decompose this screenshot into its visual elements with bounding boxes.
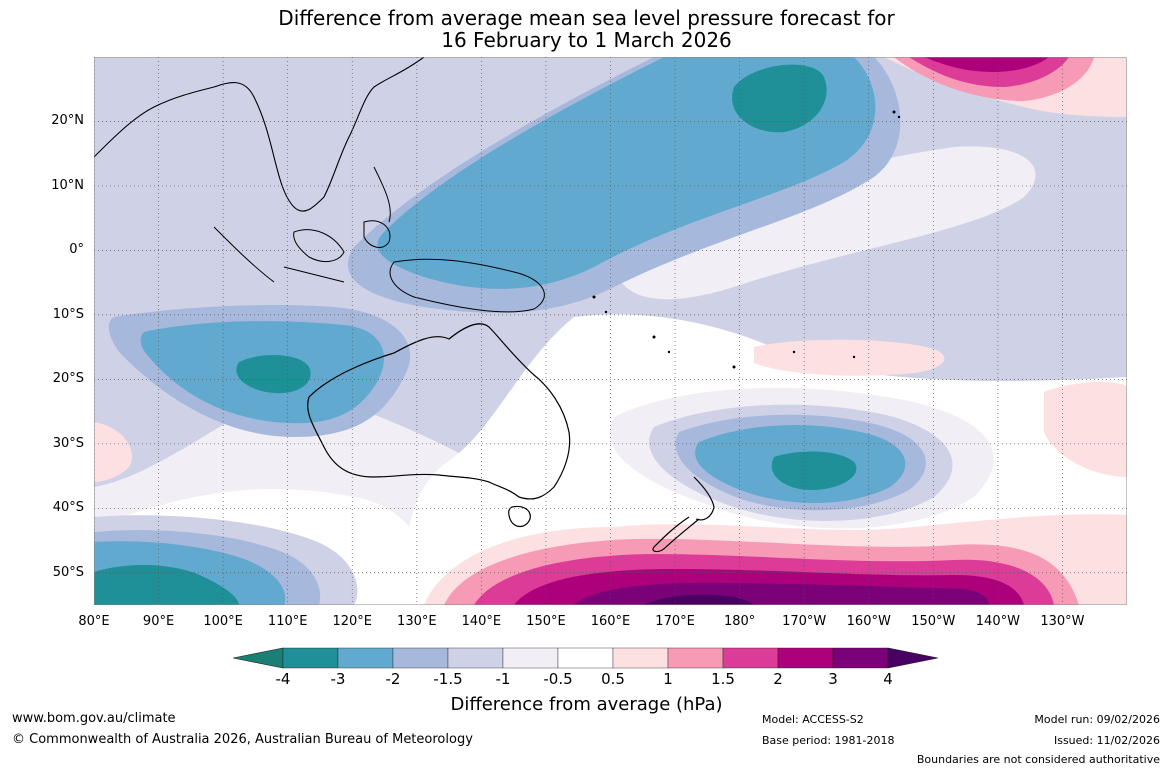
colorbar-tick-label: 1 (663, 670, 673, 688)
contour-weak-positive-west (94, 422, 133, 482)
longitude-label: 120°E (332, 614, 373, 629)
colorbar-segment (612, 647, 669, 669)
colorbar-tick-label: 0.5 (601, 670, 625, 688)
pressure-anomaly-map (94, 57, 1127, 605)
colorbar-tick-label: -1.5 (433, 670, 463, 688)
longitude-label: 80°E (78, 614, 110, 629)
colorbar-segment (282, 647, 339, 669)
website-link[interactable]: www.bom.gov.au/climate (12, 711, 176, 726)
contour-negative-tasman-3 (771, 451, 857, 491)
latitude-label: 10°N (51, 177, 84, 193)
longitude-label: 160°W (846, 614, 891, 629)
colorbar (233, 647, 939, 669)
tasmania-outline (508, 505, 531, 528)
colorbar-tick-label: -3 (330, 670, 346, 688)
model-run-date: Model run: 09/02/2026 (1034, 713, 1160, 726)
latitude-label: 50°S (52, 564, 84, 580)
latitude-label: 40°S (52, 500, 84, 516)
longitude-label: 170°W (782, 614, 827, 629)
colorbar-tick-label: 3 (828, 670, 838, 688)
longitude-label: 90°E (142, 614, 175, 629)
colorbar-tick-label: 4 (883, 670, 893, 688)
latitude-label: 20°N (51, 113, 84, 129)
colorbar-min-extension (233, 647, 284, 669)
map-title-line2: 16 February to 1 March 2026 (441, 28, 732, 52)
colorbar-segment (777, 647, 834, 669)
colorbar-segment (502, 647, 559, 669)
latitude-label: 10°S (52, 306, 84, 322)
maritime-continent-islands (213, 166, 545, 313)
colorbar-title: Difference from average (hPa) (450, 694, 723, 715)
australia-outline (307, 323, 571, 500)
contour-weak-positive-dateline (754, 339, 945, 376)
longitude-label: 180° (723, 614, 756, 629)
base-period: Base period: 1981-2018 (762, 734, 895, 747)
contour-negative-tropics-3 (732, 64, 827, 133)
colorbar-segment (447, 647, 504, 669)
longitude-label: 140°W (975, 614, 1020, 629)
longitude-label: 170°E (655, 614, 695, 629)
contour-negative-southwest-3 (94, 565, 239, 605)
longitude-label: 160°E (590, 614, 631, 629)
contour-weak-positive-southeast-pacific (1044, 382, 1127, 477)
map-title-line1: Difference from average mean sea level p… (278, 6, 895, 30)
colorbar-segment (337, 647, 394, 669)
new-zealand-outline (652, 476, 715, 553)
copyright-text: © Commonwealth of Australia 2026, Austra… (12, 732, 473, 747)
latitude-label: 0° (69, 242, 84, 258)
colorbar-tick-label: -2 (385, 670, 401, 688)
boundaries-disclaimer: Boundaries are not considered authoritat… (916, 753, 1160, 766)
longitude-label: 110°E (267, 614, 308, 629)
map-canvas (94, 57, 1127, 605)
colorbar-segment (667, 647, 724, 669)
colorbar-segment (557, 647, 614, 669)
colorbar-max-extension (887, 647, 939, 669)
latitude-label: 20°S (52, 371, 84, 387)
contour-negative-indian-3 (236, 355, 311, 394)
longitude-label: 100°E (203, 614, 243, 629)
colorbar-tick-label: 2 (773, 670, 783, 688)
contour-positive-north-3 (924, 57, 1049, 72)
model-name: Model: ACCESS-S2 (762, 713, 864, 726)
colorbar-segment (392, 647, 449, 669)
issued-date: Issued: 11/02/2026 (1053, 734, 1160, 747)
colorbar-tick-label: -4 (275, 670, 291, 688)
colorbar-tick-label: 1.5 (711, 670, 735, 688)
colorbar-tick-label: -1 (495, 670, 511, 688)
longitude-label: 130°W (1040, 614, 1085, 629)
colorbar-segment (722, 647, 779, 669)
map-frame (94, 57, 1127, 605)
longitude-label: 130°E (397, 614, 437, 629)
colorbar-tick-label: -0.5 (543, 670, 573, 688)
longitude-label: 150°W (911, 614, 956, 629)
latitude-label: 30°S (52, 435, 84, 451)
longitude-label: 150°E (526, 614, 566, 629)
graticule (94, 57, 1127, 605)
contour-positive-southern-max (644, 594, 754, 605)
contour-weak-negative-east (614, 146, 1036, 300)
longitude-label: 140°E (461, 614, 502, 629)
colorbar-segment (832, 647, 889, 669)
pacific-island-markers (592, 110, 901, 369)
